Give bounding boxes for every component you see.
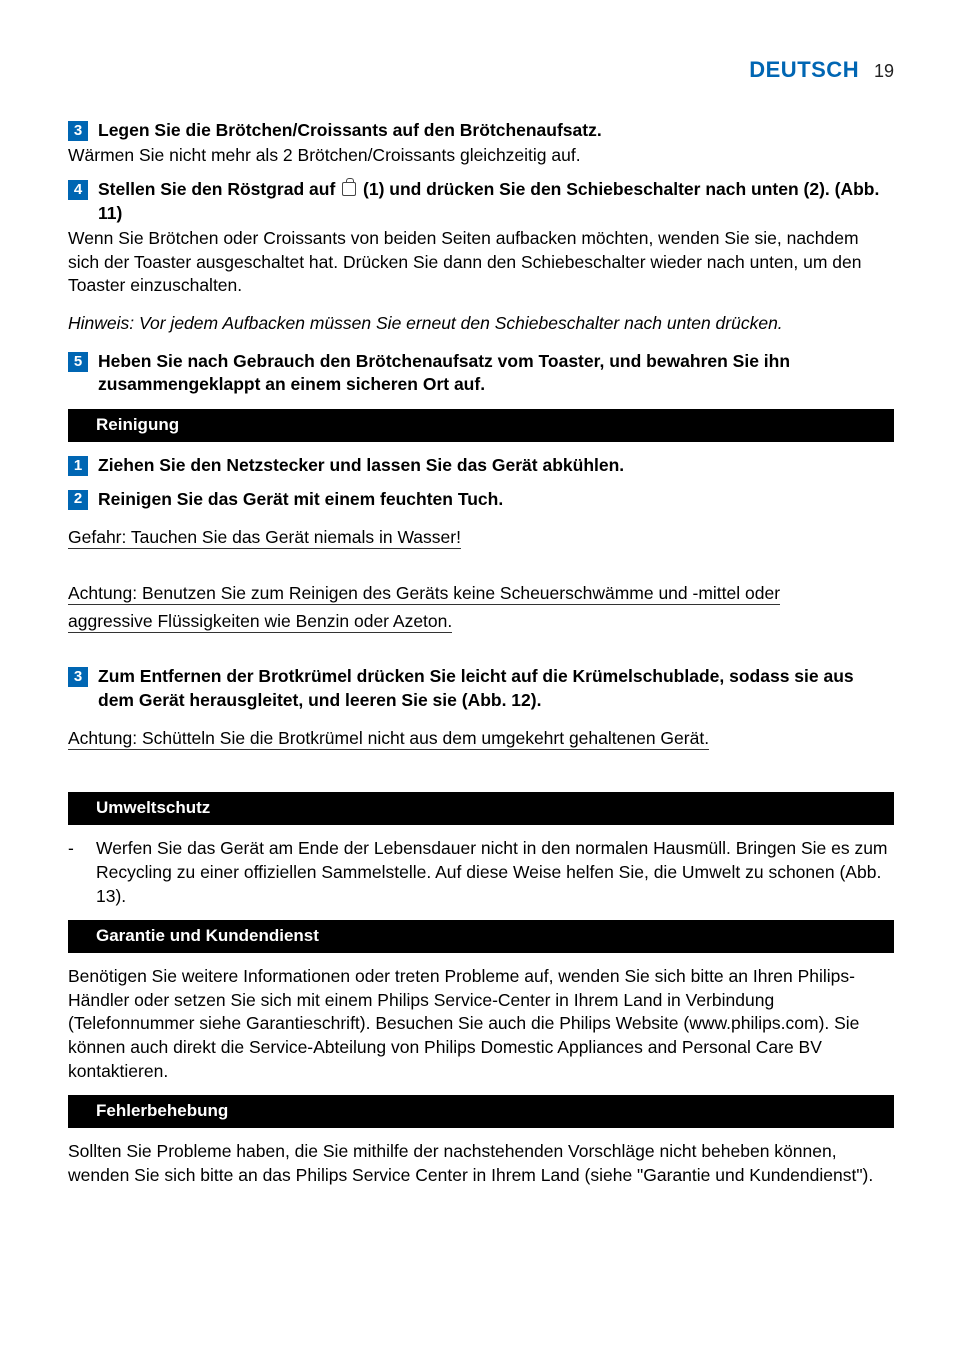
section-reinigung: Reinigung (68, 409, 894, 442)
reinigung-text-1: Ziehen Sie den Netzstecker und lassen Si… (98, 454, 624, 478)
step-3-text: Legen Sie die Brötchen/Croissants auf de… (98, 119, 602, 143)
achtung1-l2: aggressive Flüssigkeiten wie Benzin oder… (68, 611, 452, 633)
step-5-text: Heben Sie nach Gebrauch den Brötchenaufs… (98, 350, 894, 397)
dash-icon: - (68, 837, 78, 908)
umwelt-bullet: - Werfen Sie das Gerät am Ende der Leben… (68, 837, 894, 908)
step-4: 4 Stellen Sie den Röstgrad auf (1) und d… (68, 178, 894, 225)
section-garantie: Garantie und Kundendienst (68, 920, 894, 953)
bread-icon (342, 182, 356, 196)
gefahr-warning: Gefahr: Tauchen Sie das Gerät niemals in… (68, 523, 894, 551)
reinigung-text-3: Zum Entfernen der Brotkrümel drücken Sie… (98, 665, 894, 712)
step-4-pre: Stellen Sie den Röstgrad auf (98, 179, 340, 199)
language-label: DEUTSCH (749, 57, 859, 82)
gefahr-text: Gefahr: Tauchen Sie das Gerät niemals in… (68, 527, 461, 549)
reinigung-step-3: 3 Zum Entfernen der Brotkrümel drücken S… (68, 665, 894, 712)
step-5: 5 Heben Sie nach Gebrauch den Brötchenau… (68, 350, 894, 397)
garantie-body: Benötigen Sie weitere Informationen oder… (68, 965, 894, 1083)
reinigung-step-1: 1 Ziehen Sie den Netzstecker und lassen … (68, 454, 894, 478)
step-number-5: 5 (68, 352, 88, 372)
reinigung-num-1: 1 (68, 456, 88, 476)
step-3-sub: Wärmen Sie nicht mehr als 2 Brötchen/Cro… (68, 144, 894, 168)
hinweis-text: Hinweis: Vor jedem Aufbacken müssen Sie … (68, 312, 894, 336)
achtung2-text: Achtung: Schütteln Sie die Brotkrümel ni… (68, 728, 709, 750)
page-header: DEUTSCH 19 (68, 55, 894, 85)
achtung-1: Achtung: Benutzen Sie zum Reinigen des G… (68, 579, 894, 635)
section-fehler: Fehlerbehebung (68, 1095, 894, 1128)
step-number-4: 4 (68, 180, 88, 200)
achtung1-l1: Achtung: Benutzen Sie zum Reinigen des G… (68, 583, 780, 605)
step-4-text: Stellen Sie den Röstgrad auf (1) und drü… (98, 178, 894, 225)
reinigung-num-2: 2 (68, 490, 88, 510)
reinigung-text-2: Reinigen Sie das Gerät mit einem feuchte… (98, 488, 503, 512)
step-3: 3 Legen Sie die Brötchen/Croissants auf … (68, 119, 894, 143)
reinigung-step-2: 2 Reinigen Sie das Gerät mit einem feuch… (68, 488, 894, 512)
reinigung-num-3: 3 (68, 667, 88, 687)
section-umwelt: Umweltschutz (68, 792, 894, 825)
achtung-2: Achtung: Schütteln Sie die Brotkrümel ni… (68, 724, 894, 752)
page-number: 19 (874, 61, 894, 81)
step-4-body: Wenn Sie Brötchen oder Croissants von be… (68, 227, 894, 298)
umwelt-text: Werfen Sie das Gerät am Ende der Lebensd… (96, 837, 894, 908)
step-number-3: 3 (68, 121, 88, 141)
fehler-body: Sollten Sie Probleme haben, die Sie mith… (68, 1140, 894, 1187)
